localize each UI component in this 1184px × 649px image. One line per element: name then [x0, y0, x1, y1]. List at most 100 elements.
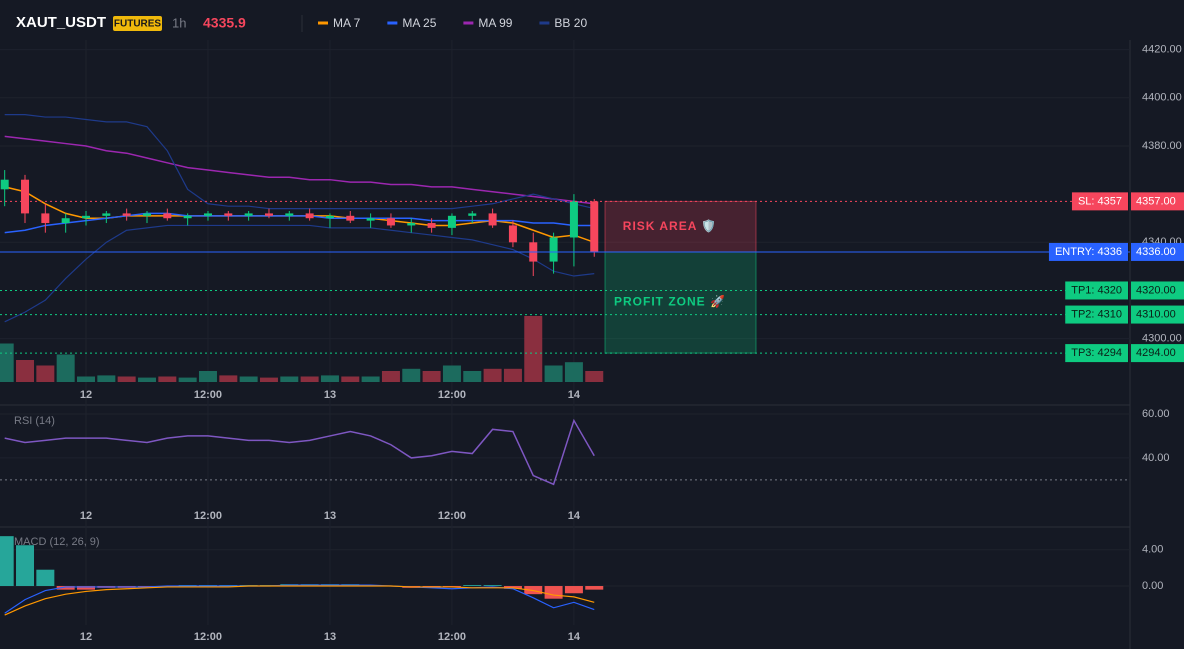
- price-label: 4310.00: [1136, 308, 1176, 320]
- badge-bg: [113, 16, 162, 31]
- candle-body: [142, 213, 151, 216]
- volume-bar: [585, 371, 604, 382]
- candle-body: [366, 218, 375, 221]
- candle-body: [285, 213, 294, 216]
- candle-body: [61, 218, 70, 224]
- y-tick-label: 4.00: [1142, 544, 1163, 556]
- volume-bar: [259, 377, 278, 382]
- volume-bar: [117, 376, 136, 382]
- candle-body: [508, 225, 517, 243]
- pane-title: MACD (12, 26, 9): [14, 536, 100, 548]
- candle-body: [224, 213, 233, 216]
- candle-body: [569, 201, 578, 238]
- volume-bar: [483, 368, 502, 382]
- zone-label: RISK AREA 🛡️: [623, 219, 717, 233]
- level-tag: ENTRY: 4336: [1055, 246, 1122, 258]
- volume-bar: [158, 376, 177, 382]
- x-tick-label: 12: [80, 389, 92, 401]
- y-tick-label: 0.00: [1142, 580, 1163, 592]
- volume-bar: [544, 365, 563, 382]
- x-tick-label: 13: [324, 631, 336, 643]
- volume-bar: [320, 375, 339, 382]
- level-tag-bg: [1065, 344, 1128, 363]
- level-tag: SL: 4357: [1078, 195, 1122, 207]
- volume-bar: [97, 375, 116, 382]
- candle-body: [305, 213, 314, 219]
- volume-bar: [422, 371, 441, 382]
- level-tag-bg: [1065, 281, 1128, 300]
- indicator-line: [4, 224, 595, 323]
- badge: FUTURES: [114, 19, 162, 30]
- indicator-line: [4, 135, 595, 205]
- x-tick-label: 12:00: [194, 631, 222, 643]
- volume-bar: [524, 316, 543, 382]
- macd-bar: [544, 586, 563, 599]
- x-tick-label: 12: [80, 510, 92, 522]
- candle-body: [0, 179, 9, 190]
- volume-bar: [219, 375, 238, 382]
- macd-bar: [483, 585, 502, 587]
- price-label-bg: [1131, 344, 1184, 363]
- volume-bar: [564, 362, 583, 382]
- candle-body: [549, 237, 558, 262]
- candle-body: [264, 213, 273, 216]
- rsi-line: [4, 418, 595, 486]
- zone-label: PROFIT ZONE 🚀: [614, 295, 726, 309]
- volume-bar: [0, 343, 14, 382]
- volume-bar: [381, 371, 400, 382]
- x-tick-label: 12:00: [194, 389, 222, 401]
- macd-bar: [463, 585, 482, 587]
- candle-body: [203, 213, 212, 216]
- level-tag-bg: [1071, 192, 1128, 211]
- level-tag-bg: [1065, 305, 1128, 324]
- x-tick-label: 12: [80, 631, 92, 643]
- macd-bar: [564, 586, 583, 594]
- candle-body: [41, 213, 50, 224]
- level-tag-bg: [1048, 242, 1128, 261]
- price-label-bg: [1131, 192, 1184, 211]
- y-tick-label: 4380.00: [1142, 140, 1182, 152]
- x-tick-label: 12:00: [438, 631, 466, 643]
- y-tick-label: 40.00: [1142, 452, 1170, 464]
- candle-body: [21, 179, 30, 214]
- price-label: 4357.00: [1136, 195, 1176, 207]
- pane-title: RSI (14): [14, 415, 55, 427]
- level-tag: TP2: 4310: [1071, 308, 1122, 320]
- x-tick-label: 12:00: [194, 510, 222, 522]
- x-tick-label: 14: [568, 389, 581, 401]
- legend-label: MA 99: [478, 16, 512, 30]
- indicator-line: [4, 114, 595, 210]
- candle-body: [590, 201, 599, 252]
- macd-bar: [0, 536, 14, 587]
- candle-body: [427, 223, 436, 228]
- macd-bar: [36, 569, 55, 587]
- level-tag: TP1: 4320: [1071, 284, 1122, 296]
- y-tick-label: 60.00: [1142, 408, 1170, 420]
- macd-line: [4, 585, 595, 616]
- candle-body: [468, 213, 477, 216]
- volume-bar: [56, 354, 75, 382]
- macd-line: [4, 584, 595, 614]
- legend-label: MA 25: [402, 16, 436, 30]
- volume-bar: [341, 376, 360, 382]
- price-label-bg: [1131, 281, 1184, 300]
- zone: [604, 200, 757, 253]
- macd-bar: [77, 586, 95, 590]
- candle-body: [122, 213, 131, 216]
- candle-body: [102, 213, 111, 216]
- candle-body: [244, 213, 253, 216]
- x-tick-label: 12:00: [438, 510, 466, 522]
- candle-body: [82, 215, 90, 219]
- x-tick-label: 13: [324, 510, 336, 522]
- volume-bar: [16, 360, 35, 382]
- volume-bar: [77, 376, 95, 382]
- volume-bar: [402, 368, 421, 382]
- x-tick-label: 13: [324, 389, 336, 401]
- volume-bar: [198, 371, 217, 382]
- x-tick-label: 14: [568, 510, 581, 522]
- macd-bar: [16, 545, 35, 587]
- last-price: 4335.9: [203, 15, 246, 31]
- candle-body: [407, 223, 416, 226]
